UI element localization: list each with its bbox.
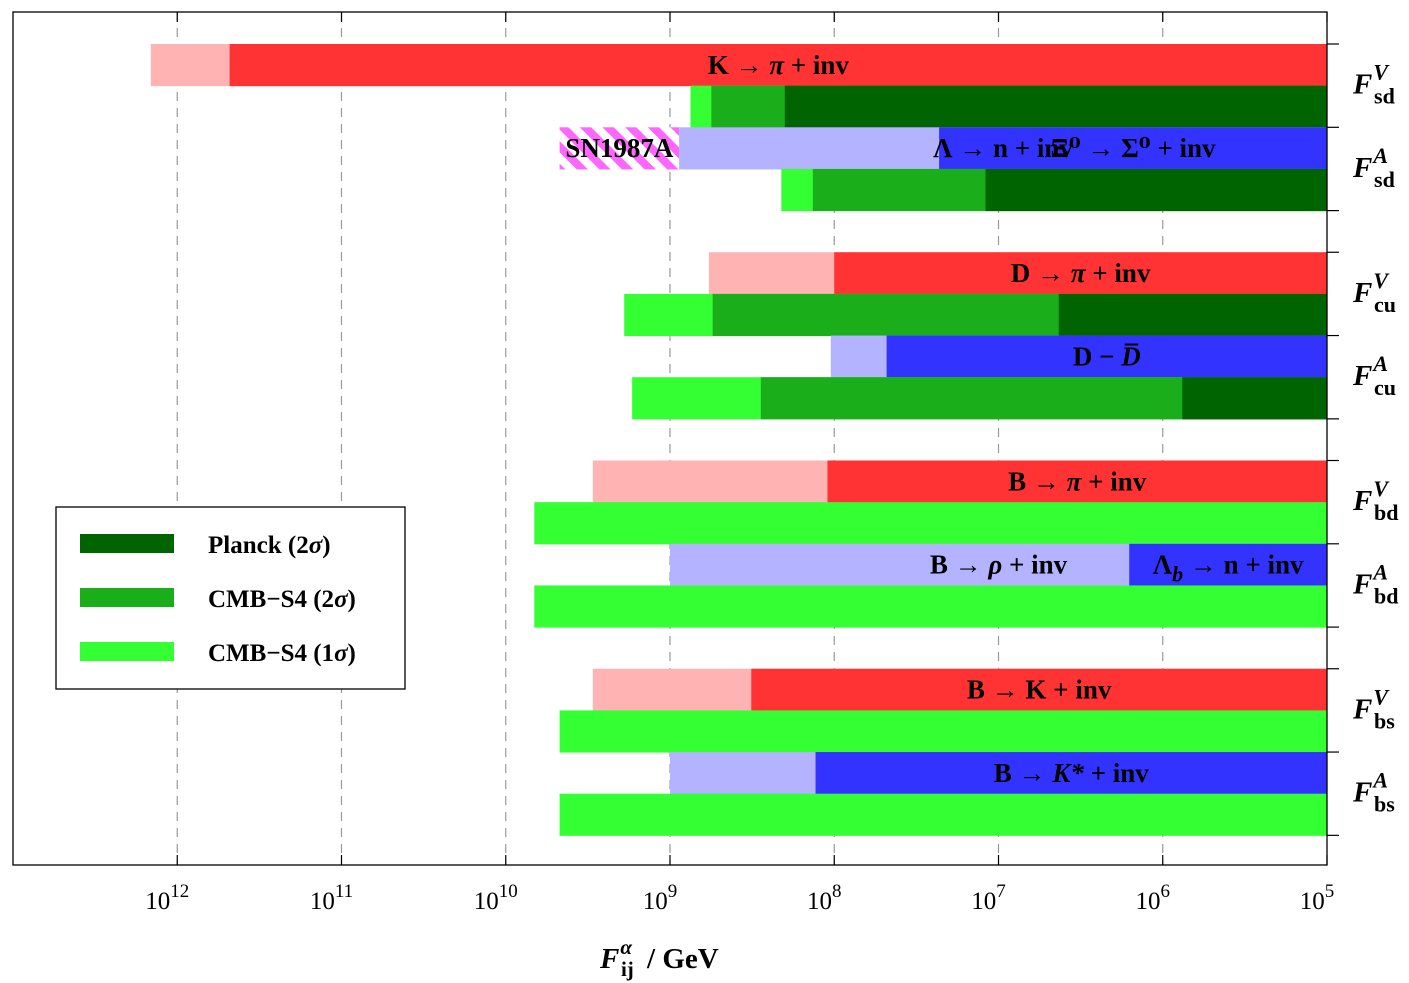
row-label-bd-a: FA bd <box>1352 559 1399 608</box>
legend-label: CMB−S4 (2σ) <box>208 586 356 613</box>
bar-label-row-17: B → K* + inv <box>994 758 1149 788</box>
x-tick-label: 1012 <box>145 881 189 915</box>
bar-label-row-12: B → ρ + inv <box>930 550 1068 580</box>
legend-label: Planck (2σ) <box>208 532 331 559</box>
row-label-cu-v: FV cu <box>1352 268 1396 317</box>
row-label-bs-v: FV bs <box>1352 684 1395 733</box>
legend: Planck (2σ) CMB−S4 (2σ) CMB−S4 (1σ) <box>55 506 406 690</box>
bar-label-row-10: B → π + inv <box>1008 466 1147 496</box>
bar-sn_magenta-row-2 <box>559 127 680 170</box>
legend-label: CMB−S4 (1σ) <box>208 640 356 667</box>
row-label-bs-a: FA bs <box>1352 768 1395 817</box>
bar-exp_blue-row-12 <box>1129 543 1327 586</box>
bars <box>150 44 1328 836</box>
bar-exp_blue-row-17 <box>815 752 1327 795</box>
bar-label-row-2: Λ → n + inv <box>933 133 1073 163</box>
x-tick-label: 108 <box>807 881 842 915</box>
bar-planck-row-3 <box>985 168 1327 212</box>
bar-label-row-5: D → π + inv <box>1011 258 1151 288</box>
bar-cmb1-row-18 <box>559 793 1327 836</box>
axis-ticks: 1012 1011 1010 109 108 107 106 105 <box>145 12 1339 915</box>
row-label-bd-v: FV bd <box>1352 476 1399 525</box>
bar-exp_blue-row-2 <box>939 127 1327 170</box>
x-tick-label: 106 <box>1136 881 1171 915</box>
bar-label-row-12: Λb → n + inv <box>1153 550 1304 587</box>
legend-swatch <box>80 588 174 607</box>
x-axis-title-text: Fα ij / GeV <box>599 935 719 981</box>
bar-label-row-2: SN1987A <box>565 133 674 163</box>
bar-cmb1-row-11 <box>534 502 1327 545</box>
bar-exp_red-row-5 <box>834 252 1327 295</box>
x-tick-label: 1011 <box>310 881 353 915</box>
bar-planck-row-8 <box>1182 377 1327 420</box>
legend-swatch <box>80 642 174 661</box>
x-tick-label: 107 <box>971 881 1006 915</box>
x-tick-label: 105 <box>1300 881 1335 915</box>
bar-planck-row-1 <box>784 85 1327 128</box>
bar-exp_red-row-10 <box>827 460 1327 503</box>
bar-label-row-2: Ξ⁰ → Σ⁰ + inv <box>1051 133 1216 163</box>
row-label-sd-v: FV sd <box>1352 60 1395 109</box>
row-label-sd-a: FA sd <box>1352 143 1395 192</box>
x-tick-label: 109 <box>643 881 678 915</box>
bar-exp_red-row-15 <box>751 668 1327 711</box>
bar-label-row-0: K → π + inv <box>708 50 850 80</box>
x-axis-title: Fα ij / GeV <box>599 935 719 981</box>
row-labels: FV sd FA sd FV cu FA cu FV bd FA bd FV bs FA bs <box>1352 60 1399 817</box>
bar-label-row-15: B → K + inv <box>967 675 1112 705</box>
legend-swatch <box>80 534 174 553</box>
bar-planck-row-6 <box>1058 293 1327 337</box>
bar-exp_red-row-0 <box>229 44 1328 87</box>
row-label-cu-a: FA cu <box>1352 351 1396 400</box>
x-tick-label: 1010 <box>474 881 518 915</box>
bar-label-row-7: D − D̅ <box>1073 341 1141 371</box>
bar-cmb1-row-16 <box>559 710 1327 753</box>
bar-exp_blue-row-7 <box>886 335 1327 378</box>
bar-cmb1-row-13 <box>534 585 1327 628</box>
